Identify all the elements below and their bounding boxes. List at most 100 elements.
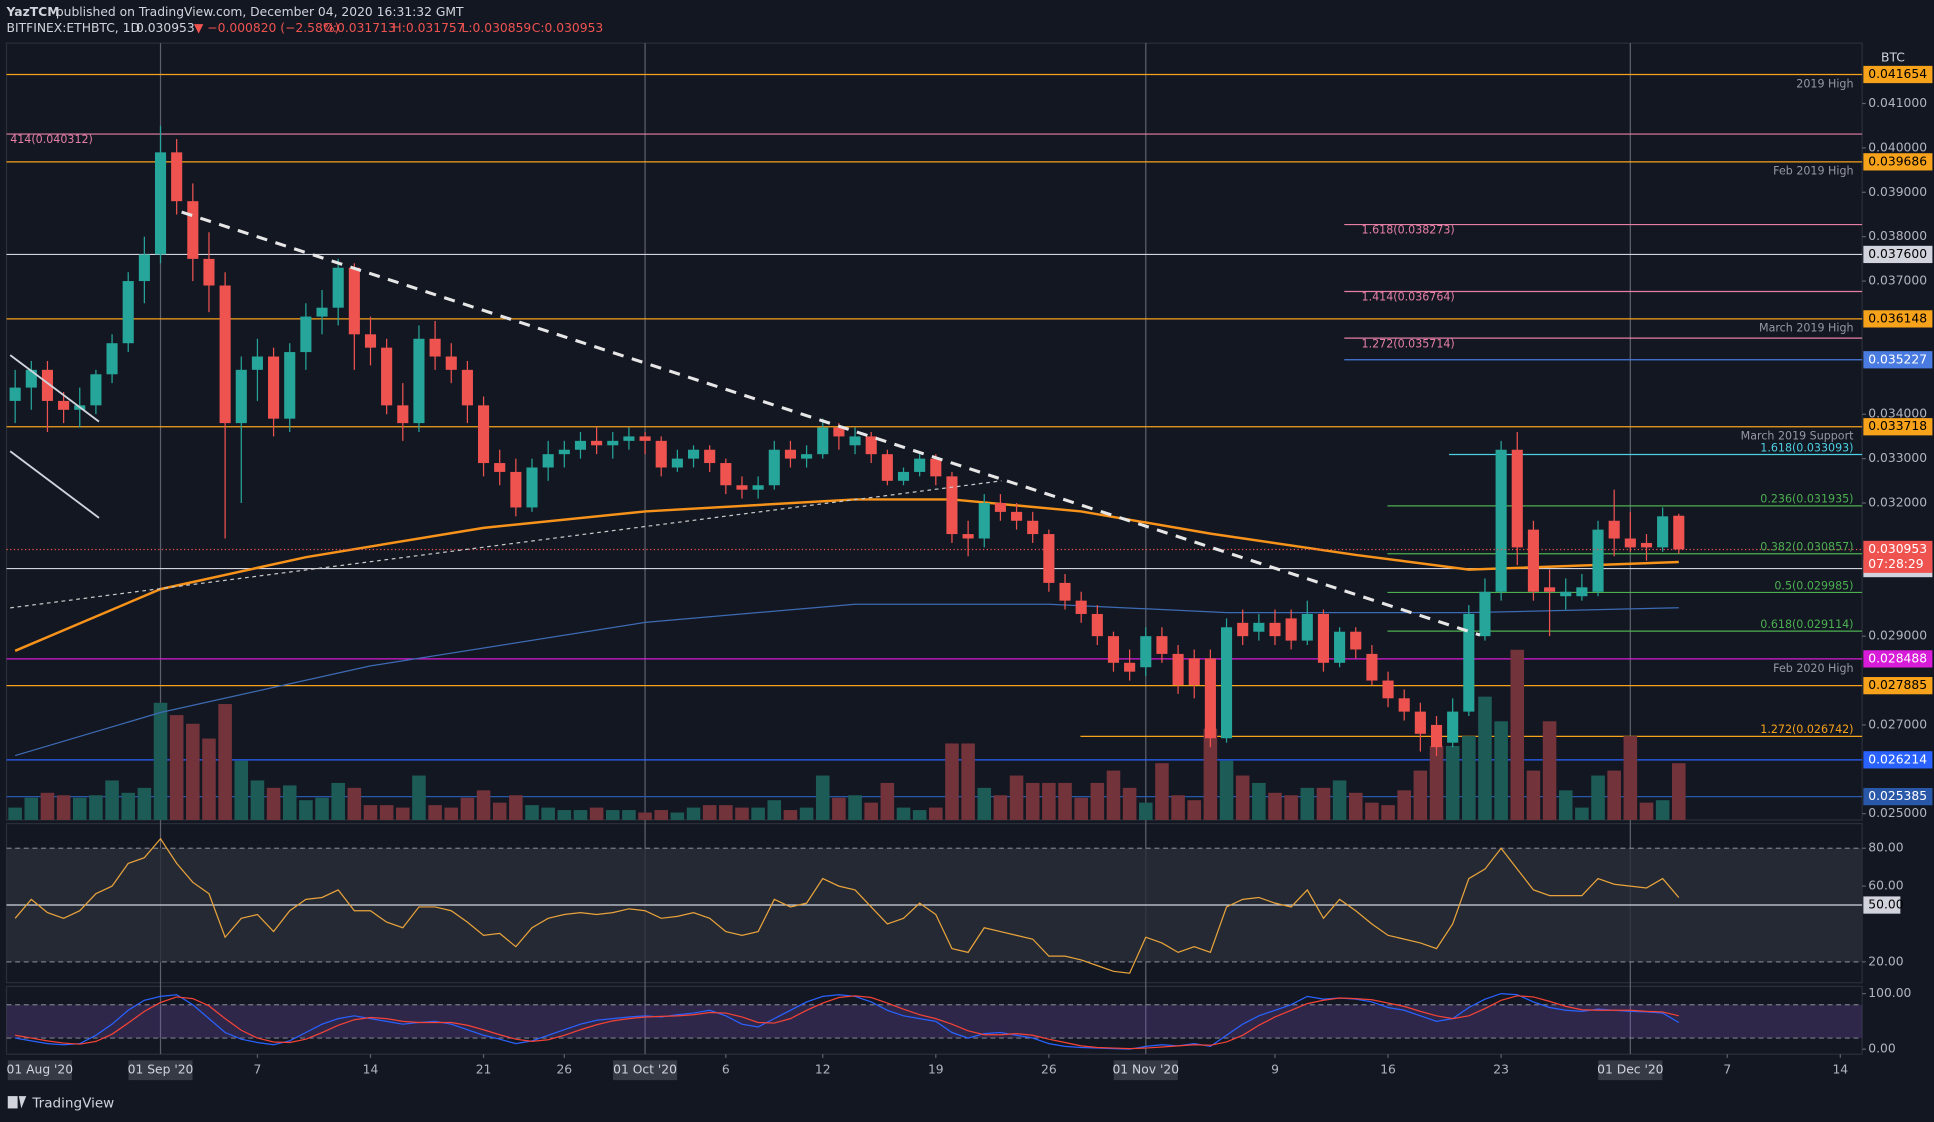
level-price-label: 0.035227: [1868, 352, 1927, 366]
volume-bar: [1655, 800, 1670, 820]
candle-body: [704, 449, 716, 464]
candle-body: [914, 458, 926, 472]
candle-body: [1107, 636, 1120, 663]
volume-bar: [654, 810, 669, 820]
candle-body: [946, 476, 958, 535]
candle-body: [478, 405, 490, 464]
volume-bar: [24, 797, 39, 820]
candle-body: [1237, 622, 1249, 637]
candle-body: [655, 440, 667, 468]
volume-bar: [993, 795, 1008, 820]
volume-bar: [1478, 696, 1492, 820]
x-tick-label: 12: [815, 1063, 831, 1077]
close: C:0.030953: [532, 21, 604, 35]
volume-bar: [1365, 802, 1379, 820]
volume-bar: [767, 800, 782, 820]
candle-body: [494, 463, 506, 472]
candle-body: [235, 369, 247, 424]
candle-body: [1124, 662, 1136, 672]
stoch-d-line: [15, 995, 1679, 1050]
candle-body: [623, 436, 635, 441]
volume-bar: [1672, 763, 1686, 820]
x-tick-box: [1113, 1060, 1178, 1081]
candle-body: [1091, 613, 1103, 637]
rsi-line: [14, 837, 1680, 974]
stoch-tick-label: 0.00: [1868, 1042, 1896, 1056]
volume-bar: [363, 805, 378, 820]
candle-body: [364, 334, 377, 348]
candle-body: [1430, 724, 1443, 748]
x-tick-label: 14: [363, 1063, 379, 1077]
volume-bar: [1575, 807, 1589, 820]
rsi-tick-label: 20.00: [1868, 954, 1903, 968]
volume-bar: [1155, 763, 1169, 820]
volume-bar: [799, 807, 814, 820]
candle-body: [332, 267, 344, 308]
candle-body: [849, 436, 861, 446]
candle-body: [865, 436, 877, 455]
candle-body: [994, 503, 1006, 512]
stoch-k-line: [15, 992, 1680, 1050]
volume-bar: [444, 807, 459, 820]
level-price-box: [1863, 677, 1933, 695]
level-price-label: 0.039686: [1868, 154, 1927, 168]
y-tick-label: 0.039000: [1868, 185, 1927, 199]
x-tick-label: 7: [1723, 1063, 1731, 1077]
volume-bar: [347, 787, 362, 820]
x-tick-box: [128, 1060, 193, 1081]
candle-body: [1334, 631, 1346, 663]
y-tick-label: 0.034000: [1868, 407, 1927, 421]
candle-body: [41, 369, 54, 401]
candle-body: [1495, 449, 1507, 592]
candle-body: [1576, 587, 1588, 597]
symbol: BITFINEX:ETHBTC, 1D: [7, 21, 140, 35]
volume-bar: [573, 810, 588, 820]
price-pane: [5, 42, 1863, 821]
candle-body: [397, 405, 409, 424]
level-note: 414(0.040312): [10, 133, 93, 146]
rsi-tick-label: 60.00: [1868, 879, 1903, 893]
x-tick-label: 26: [1041, 1063, 1057, 1077]
candle-body: [1624, 538, 1636, 548]
candle-body: [1059, 582, 1071, 601]
volume-bar: [961, 743, 975, 820]
downtrend-line: [181, 210, 1481, 637]
level-price-box: [1863, 751, 1933, 769]
y-tick-label: 0.025000: [1868, 806, 1927, 820]
candle-body: [138, 254, 150, 282]
volume-bar: [1122, 787, 1137, 820]
axis-unit: BTC: [1881, 50, 1905, 64]
change: ▼ −0.000820 (−2.58%): [194, 21, 339, 35]
candle-body: [1188, 658, 1200, 685]
candle-body: [1011, 511, 1023, 521]
level-note: 1.272(0.035714): [1362, 337, 1455, 350]
candle-body: [1608, 520, 1620, 539]
volume-bar: [1300, 787, 1315, 820]
volume-bar: [299, 800, 313, 820]
x-corner-label: 01 Aug '20: [7, 1063, 74, 1077]
level-note: 0.618(0.029114): [1760, 618, 1853, 631]
candle-body: [1592, 529, 1604, 592]
candle-body: [284, 352, 296, 419]
stoch-pane: [5, 985, 1863, 1055]
y-tick-label: 0.040000: [1868, 140, 1927, 154]
volume-bar: [202, 738, 216, 820]
volume-bar: [412, 775, 426, 820]
volume-bar: [864, 802, 878, 820]
published: published on TradingView.com, December 0…: [56, 5, 464, 19]
volume-bar: [153, 702, 168, 820]
x-tick-label: 14: [1832, 1063, 1848, 1077]
x-tick-label: 16: [1380, 1063, 1396, 1077]
candle-body: [1043, 534, 1055, 583]
level-price-label: 0.041654: [1868, 67, 1927, 81]
volume-bar: [589, 807, 604, 820]
x-tick-box: [613, 1060, 678, 1081]
candle-body: [1640, 542, 1653, 548]
candle-body: [962, 534, 974, 539]
volume-bar: [1623, 736, 1638, 820]
candle-body: [1285, 618, 1297, 641]
last-value: 0.030953: [136, 21, 195, 35]
volume-bar: [605, 810, 620, 820]
candle-body: [607, 440, 619, 446]
